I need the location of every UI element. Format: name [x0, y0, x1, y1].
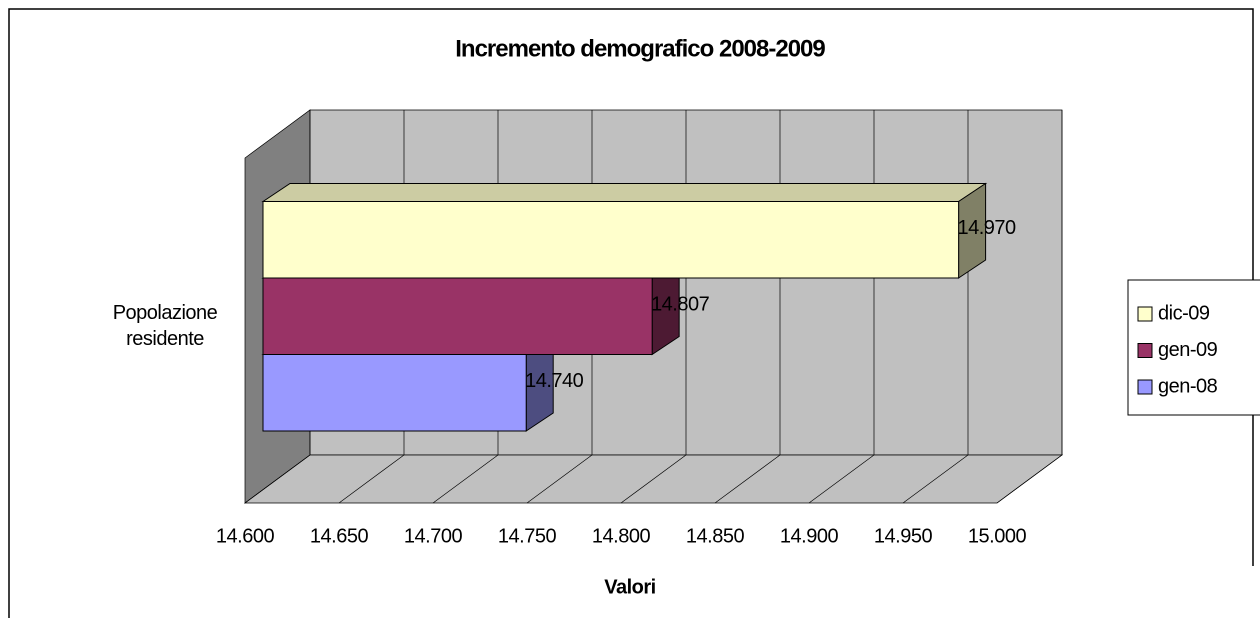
bar-top — [261, 183, 988, 202]
data-label: 14.807 — [651, 293, 710, 315]
legend-swatch — [1137, 343, 1153, 358]
legend-label: dic-09 — [1158, 302, 1210, 324]
bar — [262, 277, 653, 355]
bar — [262, 354, 527, 432]
x-tick-label: 15.000 — [968, 525, 1027, 547]
grid-line — [902, 454, 969, 504]
x-tick-label: 14.600 — [216, 525, 275, 547]
data-label: 14.970 — [958, 217, 1017, 239]
category-label: Popolazione residente — [112, 302, 218, 350]
grid-line — [432, 454, 499, 504]
x-tick-label: 14.950 — [874, 525, 933, 547]
grid-line — [526, 454, 593, 504]
grid-line — [996, 454, 1063, 504]
grid-line — [714, 454, 781, 504]
legend-swatch — [1137, 379, 1153, 395]
x-tick-label: 14.850 — [686, 525, 745, 547]
x-tick-label: 14.800 — [592, 525, 651, 547]
data-label: 14.740 — [525, 370, 584, 392]
legend-swatch — [1137, 306, 1153, 322]
bar — [262, 201, 960, 279]
grid-line — [244, 454, 311, 504]
legend-label: gen-08 — [1158, 375, 1218, 397]
x-tick-label: 14.700 — [404, 525, 463, 547]
grid-line — [338, 454, 405, 504]
legend-label: gen-09 — [1158, 339, 1218, 361]
chart-title: Incremento demografico 2008-2009 — [455, 35, 825, 62]
grid-line — [808, 454, 875, 504]
x-tick-label: 14.650 — [310, 525, 369, 547]
grid-line — [620, 454, 687, 504]
x-tick-label: 14.750 — [498, 525, 557, 547]
x-axis-title: Valori — [604, 576, 655, 598]
x-tick-label: 14.900 — [780, 525, 839, 547]
